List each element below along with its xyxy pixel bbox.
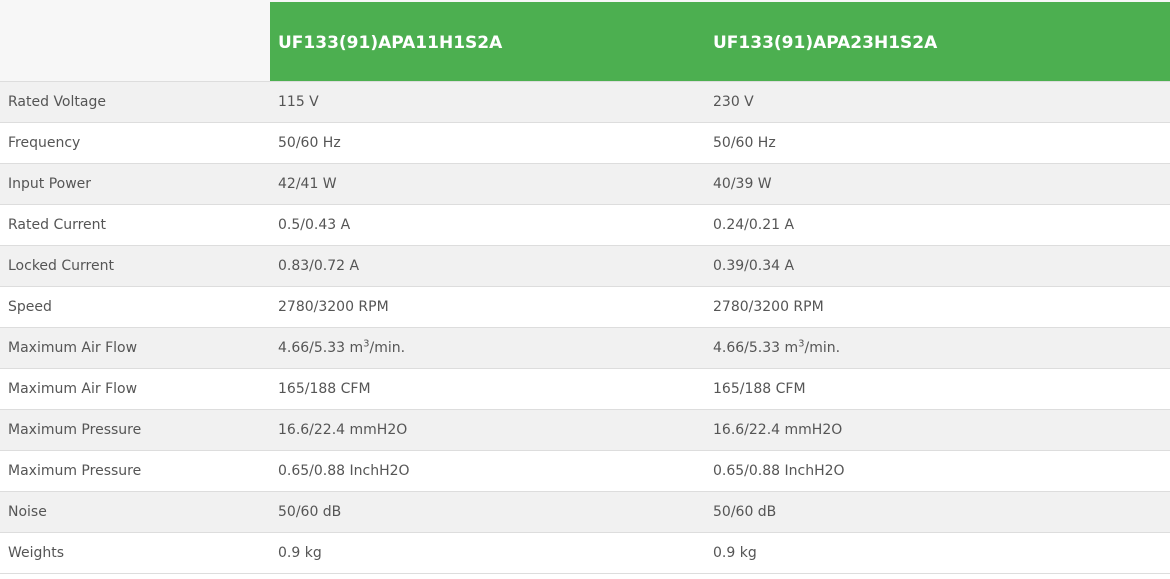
- spec-value-model-2: 165/188 CFM: [713, 369, 806, 409]
- value-text: 50/60 Hz: [713, 135, 776, 151]
- value-text: 0.83/0.72 A: [278, 258, 360, 274]
- value-text: 0.65/0.88 InchH2O: [713, 463, 845, 479]
- spec-label: Maximum Pressure: [8, 463, 142, 479]
- spec-table-body: Rated Voltage 115 V 230 V Frequency 50/60 Hz…: [0, 82, 1170, 574]
- value-text: 50/60 Hz: [278, 135, 341, 151]
- value-text: 4.66/5.33 m: [278, 340, 364, 356]
- spec-label: Rated Current: [8, 217, 107, 233]
- spec-value-model-2: 40/39 W: [713, 164, 772, 204]
- value-text: 40/39 W: [713, 176, 772, 192]
- spec-label: Maximum Pressure: [8, 422, 142, 438]
- value-text: /min.: [369, 340, 406, 356]
- spec-value-model-2: 50/60 dB: [713, 492, 776, 532]
- table-row: Maximum Pressure 16.6/22.4 mmH2O 16.6/22.4…: [0, 410, 1170, 451]
- value-text: 4.66/5.33 m: [713, 340, 799, 356]
- spec-value-model-2: 0.65/0.88 InchH2O: [713, 451, 845, 491]
- table-row: Frequency 50/60 Hz 50/60 Hz: [0, 123, 1170, 164]
- spec-value-model-2: 0.9 kg: [713, 533, 757, 573]
- spec-value-model-2: 0.39/0.34 A: [713, 246, 794, 286]
- table-header: UF133(91)APA11H1S2A UF133(91)APA23H1S2A: [0, 0, 1170, 82]
- spec-value-model-1: 4.66/5.33 m3/min.: [278, 328, 405, 368]
- model-header-2: UF133(91)APA23H1S2A: [713, 33, 938, 53]
- spec-value-model-2: 4.66/5.33 m3/min.: [713, 328, 840, 368]
- spec-value-model-2: 2780/3200 RPM: [713, 287, 824, 327]
- spec-label: Speed: [8, 299, 52, 315]
- value-text: 165/188 CFM: [278, 381, 371, 397]
- value-text: 42/41 W: [278, 176, 337, 192]
- table-row: Rated Current 0.5/0.43 A 0.24/0.21 A: [0, 205, 1170, 246]
- spec-value-model-2: 50/60 Hz: [713, 123, 776, 163]
- value-text: 0.39/0.34 A: [713, 258, 795, 274]
- spec-label: Weights: [8, 545, 65, 561]
- value-text: 0.24/0.21 A: [713, 217, 795, 233]
- value-text: 0.5/0.43 A: [278, 217, 351, 233]
- spec-label: Input Power: [8, 176, 92, 192]
- table-row: Maximum Air Flow 4.66/5.33 m3/min. 4.66/5.…: [0, 328, 1170, 369]
- spec-value-model-1: 0.5/0.43 A: [278, 205, 350, 245]
- spec-value-model-1: 0.65/0.88 InchH2O: [278, 451, 410, 491]
- spec-value-model-1: 0.9 kg: [278, 533, 322, 573]
- spec-value-model-1: 50/60 Hz: [278, 123, 341, 163]
- value-text: 16.6/22.4 mmH2O: [713, 422, 843, 438]
- table-row: Rated Voltage 115 V 230 V: [0, 82, 1170, 123]
- table-row: Speed 2780/3200 RPM 2780/3200 RPM: [0, 287, 1170, 328]
- spec-label: Maximum Air Flow: [8, 381, 138, 397]
- spec-value-model-1: 115 V: [278, 82, 319, 122]
- model-header-1: UF133(91)APA11H1S2A: [278, 33, 503, 53]
- spec-value-model-1: 50/60 dB: [278, 492, 341, 532]
- model-header-bar: UF133(91)APA11H1S2A UF133(91)APA23H1S2A: [270, 2, 1170, 81]
- value-text: 0.9 kg: [713, 545, 757, 561]
- table-row: Input Power 42/41 W 40/39 W: [0, 164, 1170, 205]
- value-text: 230 V: [713, 94, 754, 110]
- table-row: Maximum Air Flow 165/188 CFM 165/188 CFM: [0, 369, 1170, 410]
- spec-value-model-1: 165/188 CFM: [278, 369, 371, 409]
- spec-value-model-1: 2780/3200 RPM: [278, 287, 389, 327]
- value-text: 165/188 CFM: [713, 381, 806, 397]
- spec-label: Locked Current: [8, 258, 114, 274]
- spec-value-model-2: 16.6/22.4 mmH2O: [713, 410, 842, 450]
- value-text: 50/60 dB: [278, 504, 342, 520]
- spec-value-model-1: 0.83/0.72 A: [278, 246, 359, 286]
- value-text: 0.9 kg: [278, 545, 322, 561]
- value-text: 2780/3200 RPM: [278, 299, 389, 315]
- value-text: 2780/3200 RPM: [713, 299, 824, 315]
- value-text: 0.65/0.88 InchH2O: [278, 463, 410, 479]
- value-text: 16.6/22.4 mmH2O: [278, 422, 408, 438]
- value-text: /min.: [804, 340, 841, 356]
- table-row: Maximum Pressure 0.65/0.88 InchH2O 0.65/0.…: [0, 451, 1170, 492]
- spec-label: Rated Voltage: [8, 94, 106, 110]
- spec-value-model-2: 230 V: [713, 82, 754, 122]
- table-row: Noise 50/60 dB 50/60 dB: [0, 492, 1170, 533]
- value-text: 115 V: [278, 94, 319, 110]
- value-text: 50/60 dB: [713, 504, 777, 520]
- table-row: Locked Current 0.83/0.72 A 0.39/0.34 A: [0, 246, 1170, 287]
- spec-value-model-1: 16.6/22.4 mmH2O: [278, 410, 407, 450]
- superscript: 3: [363, 338, 370, 350]
- superscript: 3: [798, 338, 805, 350]
- spec-label: Maximum Air Flow: [8, 340, 138, 356]
- spec-label: Noise: [8, 504, 47, 520]
- spec-value-model-1: 42/41 W: [278, 164, 337, 204]
- spec-value-model-2: 0.24/0.21 A: [713, 205, 794, 245]
- spec-label: Frequency: [8, 135, 81, 151]
- table-row: Weights 0.9 kg 0.9 kg: [0, 533, 1170, 574]
